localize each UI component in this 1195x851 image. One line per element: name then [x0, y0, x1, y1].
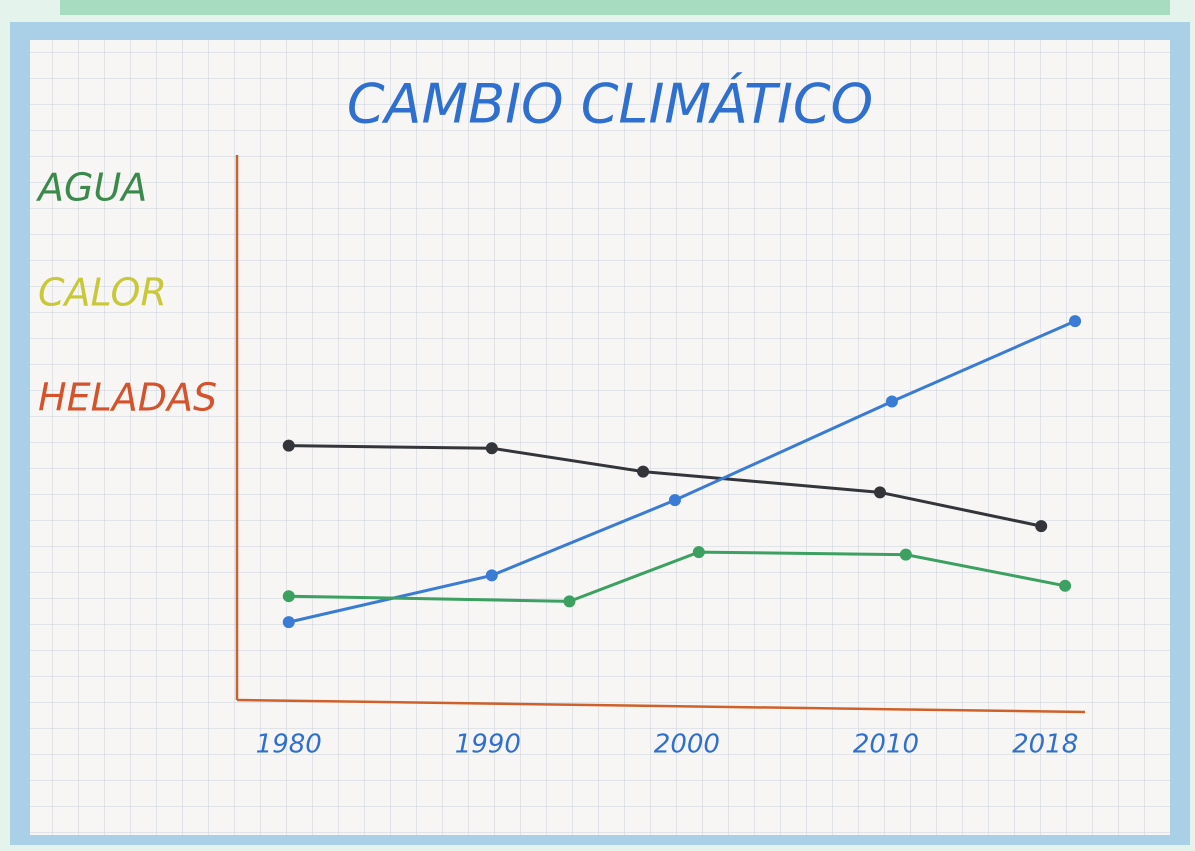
data-point	[1069, 315, 1081, 327]
data-point	[886, 396, 898, 408]
data-point	[563, 595, 575, 607]
x-tick-label: 2018	[1012, 730, 1078, 760]
x-tick-label: 2000	[654, 730, 720, 760]
data-point	[874, 486, 886, 498]
page: {"chart_data": { "type": "line", "title"…	[0, 0, 1195, 851]
data-point	[1059, 580, 1071, 592]
legend-label: AGUA	[35, 166, 147, 210]
legend-label: CALOR	[38, 271, 167, 315]
data-point	[283, 616, 295, 628]
top-band	[60, 0, 1170, 15]
x-tick-label: 1990	[455, 730, 521, 760]
data-point	[669, 494, 681, 506]
x-tick-label: 2010	[853, 730, 919, 760]
data-point	[1035, 520, 1047, 532]
chart-title: CAMBIO CLIMÁTICO	[347, 73, 873, 136]
data-point	[900, 549, 912, 561]
legend-label: HELADAS	[38, 376, 217, 420]
paper-grid	[30, 40, 1170, 835]
data-point	[486, 442, 498, 454]
data-point	[283, 590, 295, 602]
chart: CAMBIO CLIMÁTICO AGUA CALOR HELADAS 1980 199…	[0, 0, 1195, 851]
data-point	[693, 546, 705, 558]
data-point	[637, 466, 649, 478]
x-tick-label: 1980	[256, 730, 322, 760]
data-point	[486, 569, 498, 581]
data-point	[283, 440, 295, 452]
